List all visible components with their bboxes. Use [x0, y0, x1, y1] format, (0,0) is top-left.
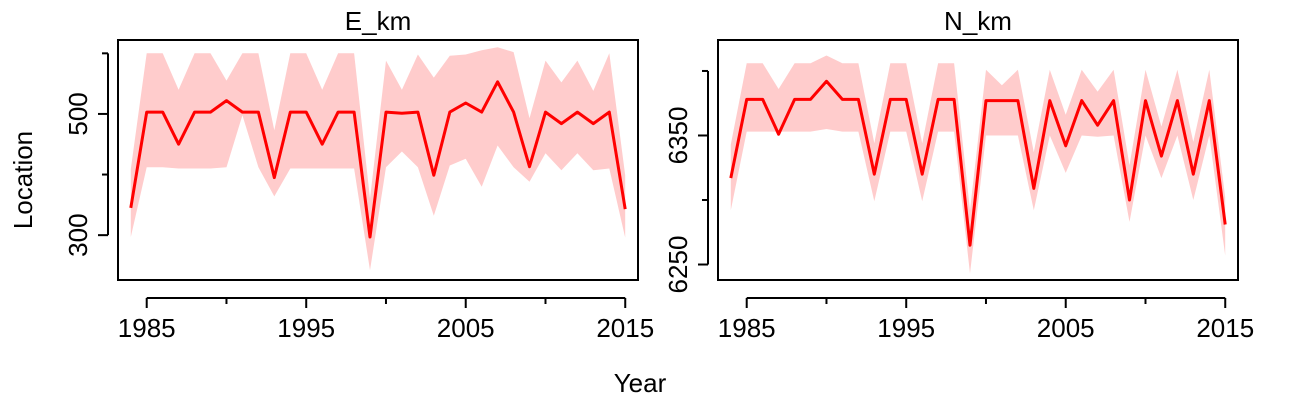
x-tick-label-e-km-1985: 1985	[118, 313, 176, 343]
x-tick-label-e-km-2005: 2005	[437, 313, 495, 343]
chart-panel-n-km: N_km 1985 1995 2005 2015 6250 6350	[663, 6, 1254, 343]
y-tick-label-e-km-300: 300	[63, 213, 93, 256]
y-tick-label-n-km-6350: 6350	[663, 107, 693, 165]
chart-panel-e-km: E_km 1985 1995 2005 2015 300 500	[63, 6, 654, 343]
x-tick-label-n-km-2015: 2015	[1196, 313, 1254, 343]
plot-frame-e-km	[117, 39, 639, 281]
x-tick-label-e-km-2015: 2015	[596, 313, 654, 343]
x-tick-label-e-km-1995: 1995	[277, 313, 335, 343]
series-line-n-km	[729, 79, 1227, 247]
y-tick-label-e-km-500: 500	[63, 92, 93, 135]
y-tick-label-n-km-6250: 6250	[663, 236, 693, 294]
plot-frame-n-km	[717, 39, 1239, 281]
x-tick-label-n-km-1985: 1985	[718, 313, 776, 343]
chart-title-e-km: E_km	[345, 6, 411, 36]
x-tick-label-n-km-1995: 1995	[877, 313, 935, 343]
chart-title-n-km: N_km	[944, 6, 1012, 36]
confidence-band-e-km	[130, 47, 626, 271]
series-line-e-km	[129, 80, 627, 239]
x-tick-label-n-km-2005: 2005	[1037, 313, 1095, 343]
y-axis-label: Location	[8, 131, 38, 229]
x-axis-label: Year	[614, 368, 667, 398]
